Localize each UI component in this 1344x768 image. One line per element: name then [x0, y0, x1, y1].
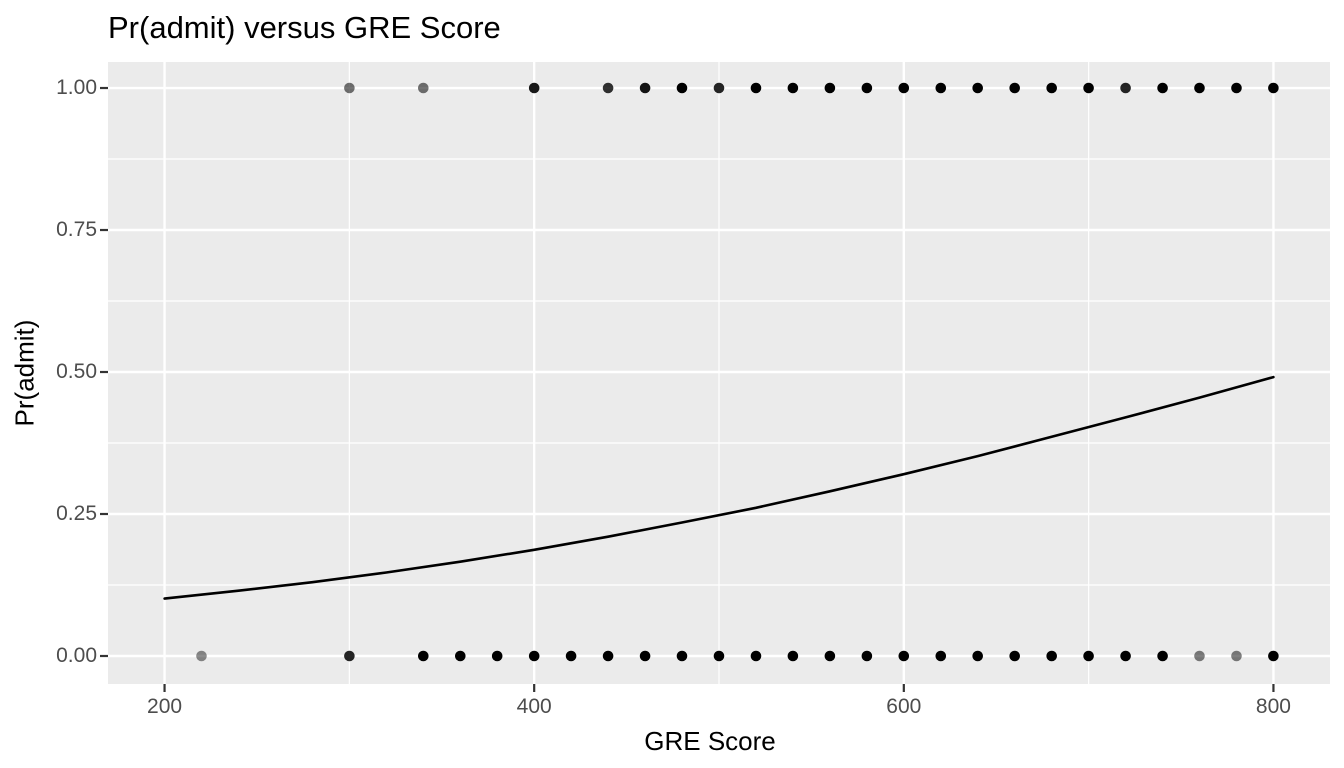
data-point	[1009, 650, 1020, 662]
data-point	[972, 650, 983, 662]
y-tick-label: 0.25	[56, 502, 97, 525]
data-point	[1194, 650, 1205, 662]
data-point	[602, 650, 614, 662]
data-point	[676, 82, 688, 94]
data-point	[898, 82, 910, 94]
data-point	[1046, 650, 1057, 662]
x-tick-label: 200	[147, 695, 183, 718]
data-point	[935, 82, 947, 94]
data-point	[1231, 650, 1242, 662]
x-tick-label: 600	[886, 695, 922, 718]
data-point	[898, 650, 910, 662]
data-point	[639, 82, 651, 94]
y-tick-label: 0.75	[56, 218, 97, 241]
data-point	[528, 82, 540, 94]
data-point	[824, 650, 836, 662]
x-axis-title: GRE Score	[644, 726, 776, 756]
x-tick-label: 800	[1255, 695, 1291, 718]
data-point	[1194, 82, 1205, 94]
data-point	[1009, 82, 1020, 94]
data-point	[565, 650, 577, 662]
data-point	[528, 650, 540, 662]
data-point	[344, 650, 355, 662]
y-tick-label: 1.00	[56, 76, 97, 99]
data-point	[1046, 82, 1057, 94]
data-point	[418, 650, 429, 662]
data-point	[787, 82, 799, 94]
data-point	[972, 82, 983, 94]
data-point	[1083, 650, 1094, 662]
data-point	[713, 650, 725, 662]
data-point	[1120, 650, 1131, 662]
data-point	[750, 82, 762, 94]
data-point	[1157, 82, 1168, 94]
data-point	[196, 650, 207, 662]
data-point	[824, 82, 836, 94]
data-point	[418, 82, 429, 94]
data-point	[935, 650, 947, 662]
data-point	[861, 650, 873, 662]
data-point	[1120, 82, 1131, 94]
data-point	[1083, 82, 1094, 94]
data-point	[1268, 650, 1279, 662]
y-tick-label: 0.50	[56, 360, 97, 383]
data-point	[787, 650, 799, 662]
y-tick-label: 0.00	[56, 643, 97, 667]
data-point	[1231, 82, 1242, 94]
data-point	[713, 82, 725, 94]
data-point	[639, 650, 651, 662]
chart-title: Pr(admit) versus GRE Score	[108, 10, 501, 45]
data-point	[602, 82, 614, 94]
data-point	[1157, 650, 1168, 662]
x-tick-label: 400	[516, 695, 552, 718]
data-point	[750, 650, 762, 662]
data-point	[1268, 82, 1279, 94]
fit-curve	[163, 375, 1275, 600]
data-point	[455, 650, 466, 662]
data-point	[676, 650, 688, 662]
data-point	[491, 650, 503, 662]
data-point	[861, 82, 873, 94]
data-point	[344, 82, 355, 94]
